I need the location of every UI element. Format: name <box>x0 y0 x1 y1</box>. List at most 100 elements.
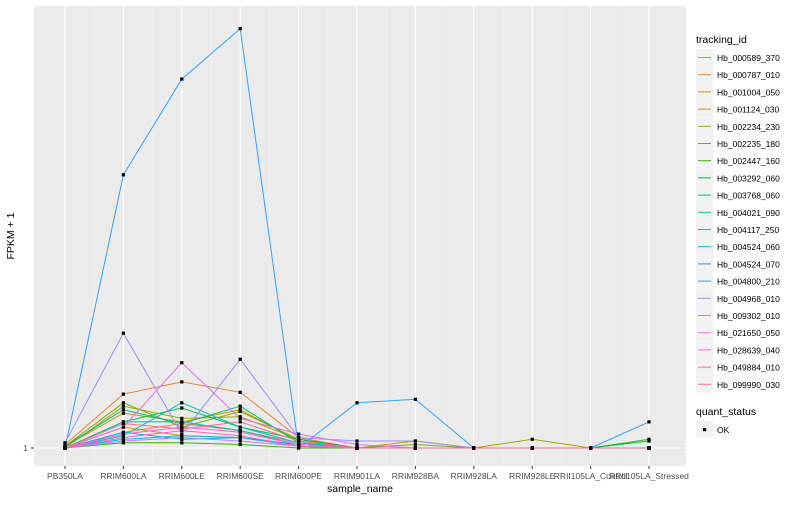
legend-label: Hb_004800_210 <box>717 277 780 287</box>
data-point <box>647 420 651 424</box>
y-axis-title: FPKM + 1 <box>5 212 17 259</box>
y-axis: 1 <box>23 443 34 453</box>
data-point <box>121 411 125 415</box>
data-point <box>121 408 125 412</box>
data-point <box>180 420 184 424</box>
data-point <box>413 446 417 450</box>
data-point <box>121 420 125 424</box>
x-tick-label: RRIM600LA <box>100 471 147 481</box>
data-point <box>297 437 301 441</box>
data-point <box>121 392 125 396</box>
data-point <box>180 429 184 433</box>
legend-label: Hb_004968_010 <box>717 294 780 304</box>
data-point <box>180 425 184 429</box>
legend-label: Hb_028639_040 <box>717 345 780 355</box>
legend-label: Hb_049884_010 <box>717 363 780 373</box>
data-point <box>238 415 242 419</box>
data-point <box>180 427 184 431</box>
data-point <box>530 437 534 441</box>
data-point <box>238 390 242 394</box>
x-tick-label: RRIM928LA <box>451 471 498 481</box>
data-point <box>413 442 417 447</box>
data-point <box>180 422 184 426</box>
data-point <box>238 442 242 447</box>
data-point <box>472 446 476 450</box>
data-point <box>297 432 301 436</box>
data-point <box>238 409 242 414</box>
shape-legend: OK <box>696 421 730 438</box>
data-point <box>180 380 184 384</box>
data-point <box>121 434 125 438</box>
legend-label: Hb_000589_370 <box>717 53 780 63</box>
data-point <box>238 429 242 433</box>
data-point <box>238 27 242 31</box>
data-point <box>121 401 125 405</box>
data-point <box>121 430 125 434</box>
data-point <box>647 446 651 450</box>
data-point <box>297 441 301 445</box>
data-point <box>355 439 359 443</box>
data-point <box>647 439 651 443</box>
data-point <box>238 436 242 440</box>
data-point <box>355 446 359 450</box>
data-point <box>238 434 242 438</box>
data-point <box>238 357 242 361</box>
legend-label: Hb_004524_060 <box>717 242 780 252</box>
legend-label: Hb_001004_050 <box>717 87 780 97</box>
x-tick-label: RRII105LA_Control <box>554 471 628 481</box>
x-tick-label: RRIM928LE <box>509 471 556 481</box>
data-point <box>238 439 242 443</box>
legend-label: Hb_001124_030 <box>717 105 780 115</box>
data-point <box>297 436 301 440</box>
legend-label: Hb_021650_050 <box>717 328 780 338</box>
legend-label: Hb_002447_160 <box>717 156 780 166</box>
legend-label: Hb_099990_030 <box>717 380 780 390</box>
data-point <box>297 442 301 447</box>
data-point <box>121 173 125 177</box>
data-point <box>647 437 651 441</box>
data-point <box>63 446 67 450</box>
legend-label: Hb_002235_180 <box>717 139 780 149</box>
data-point <box>121 439 125 443</box>
data-points <box>63 27 651 450</box>
data-point <box>180 441 184 445</box>
data-point <box>180 434 184 438</box>
shape-legend-label: OK <box>717 425 730 435</box>
data-point <box>180 436 184 440</box>
data-point <box>63 442 67 447</box>
x-axis-title: sample_name <box>327 483 393 495</box>
data-point <box>297 446 301 450</box>
x-tick-label: RRIM600LE <box>159 471 206 481</box>
data-point <box>63 444 67 448</box>
data-point <box>121 331 125 335</box>
data-point <box>121 437 125 441</box>
x-axis: PB350LA RRIM600LA RRIM600LE RRIM600SE RRIM60… <box>47 466 689 481</box>
x-tick-label: RRIM901LA <box>334 471 381 481</box>
legend-label: Hb_009302_010 <box>717 311 780 321</box>
data-point <box>180 406 184 410</box>
y-tick-label: 1 <box>23 443 28 453</box>
data-point <box>121 441 125 445</box>
data-point <box>297 439 301 443</box>
data-point <box>355 442 359 447</box>
legend-title: tracking_id <box>696 34 747 46</box>
legend-label: Hb_003768_060 <box>717 191 780 201</box>
legend-label: Hb_004524_070 <box>717 259 780 269</box>
data-point <box>121 432 125 436</box>
data-point <box>180 361 184 365</box>
x-tick-label: RRIM600PE <box>275 471 323 481</box>
legend-label: Hb_004021_090 <box>717 208 780 218</box>
data-point <box>355 401 359 405</box>
data-point <box>180 416 184 420</box>
data-point <box>413 397 417 401</box>
data-point <box>297 444 301 448</box>
data-point <box>180 77 184 81</box>
data-point <box>121 436 125 440</box>
data-point <box>63 441 67 445</box>
data-point <box>180 401 184 405</box>
data-point <box>180 437 184 441</box>
legend-label: Hb_003292_060 <box>717 173 780 183</box>
data-point <box>238 420 242 424</box>
